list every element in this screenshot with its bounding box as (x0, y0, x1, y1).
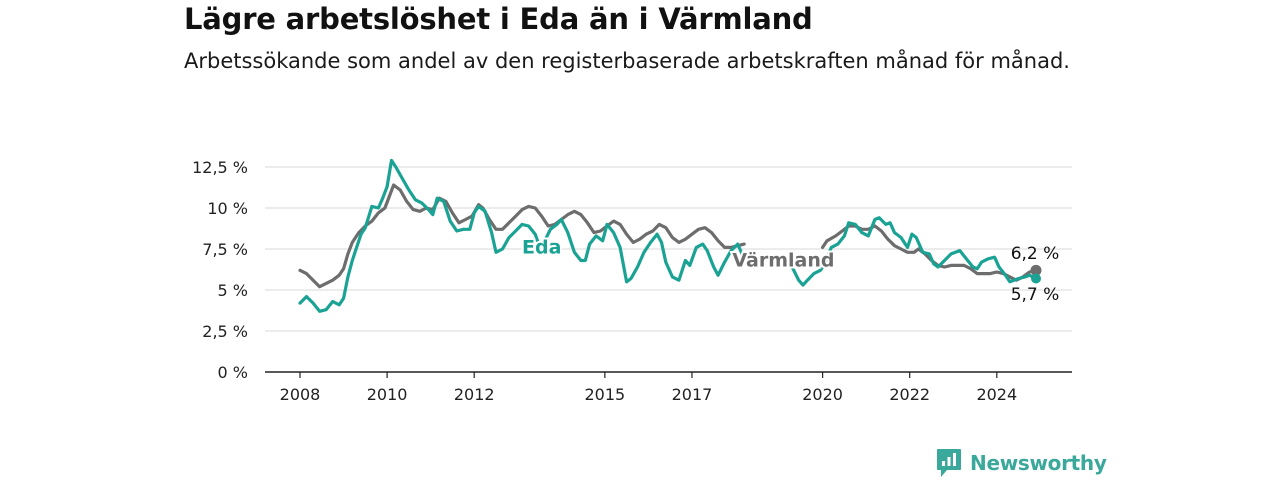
series-line-varmland (298, 183, 746, 289)
endpoint-marker-varmland (1030, 264, 1042, 276)
chart-subtitle: Arbetssökande som andel av den registerb… (184, 49, 1070, 73)
y-tick-label: 0 % (218, 363, 248, 382)
x-tick-label: 2012 (454, 385, 495, 404)
brand-name: Newsworthy (970, 451, 1107, 475)
chart-title: Lägre arbetslöshet i Eda än i Värmland (184, 2, 813, 36)
newsworthy-logo-icon (937, 449, 961, 477)
x-tick-label: 2022 (889, 385, 930, 404)
y-axis-ticks: 0 % 2,5 % 5 % 7,5 % 10 % 12,5 % (192, 158, 248, 382)
grid-layer (265, 166, 1072, 373)
y-tick-label: 12,5 % (192, 158, 248, 177)
x-tick-label: 2008 (280, 385, 321, 404)
y-tick-label: 10 % (207, 199, 248, 218)
x-tick-label: 2017 (672, 385, 713, 404)
x-tick-label: 2020 (802, 385, 843, 404)
series-line-eda-2 (790, 216, 1038, 287)
end-label-varmland: 6,2 % (1011, 244, 1060, 264)
x-tick-label: 2015 (584, 385, 625, 404)
y-tick-label: 2,5 % (202, 322, 248, 341)
x-axis-ticks: 2008 2010 2012 2015 2017 2020 2022 2024 (280, 372, 1017, 404)
end-label-eda: 5,7 % (1011, 285, 1060, 305)
series-label-varmland: Värmland (732, 249, 834, 271)
y-tick-label: 7,5 % (202, 240, 248, 259)
x-tick-label: 2024 (976, 385, 1017, 404)
brand-logo: Newsworthy (936, 448, 1107, 478)
x-tick-label: 2010 (367, 385, 408, 404)
series-line-eda (298, 158, 744, 313)
series-label-eda: Eda (522, 236, 561, 258)
label-layer: 6,2 % 5,7 % Eda Värmland (520, 234, 1060, 305)
series-layer (298, 158, 1038, 313)
endpoint-marker-eda (1031, 273, 1041, 284)
y-tick-label: 5 % (218, 281, 248, 300)
